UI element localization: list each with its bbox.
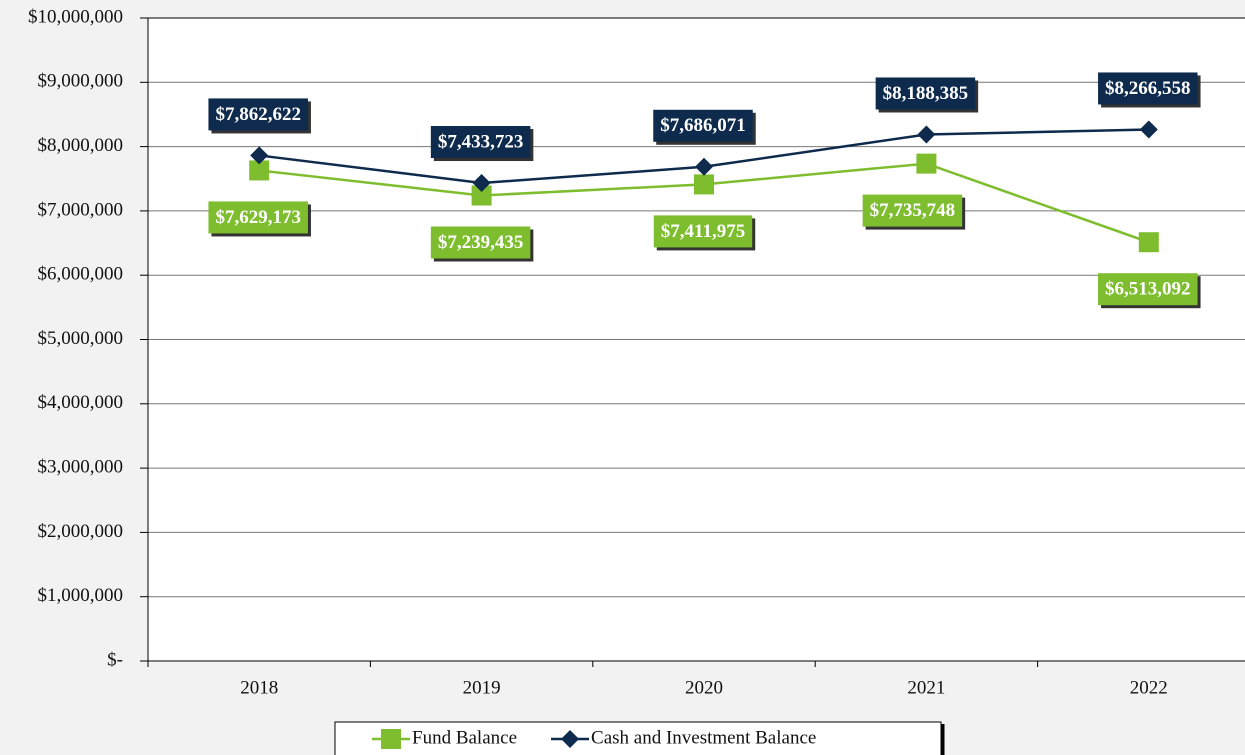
x-tick-label: 2018	[240, 677, 278, 698]
y-tick-label: $8,000,000	[38, 135, 124, 156]
legend-label: Cash and Investment Balance	[591, 727, 816, 748]
y-tick-label: $9,000,000	[38, 71, 124, 92]
value-label: $7,629,173	[215, 207, 301, 228]
label-box	[430, 126, 531, 159]
y-tick-label: $4,000,000	[38, 392, 124, 413]
label-box	[653, 109, 753, 142]
data-label: $7,239,435	[430, 226, 534, 262]
x-tick-label: 2022	[1130, 677, 1168, 698]
label-box	[208, 201, 308, 234]
label-box	[1098, 72, 1198, 105]
marker	[916, 153, 937, 174]
y-tick-label: $7,000,000	[38, 199, 124, 220]
x-tick-label: 2020	[685, 677, 723, 698]
label-box	[653, 215, 753, 248]
y-tick-label: $6,000,000	[38, 264, 124, 285]
value-label: $7,411,975	[661, 221, 745, 242]
data-label: $6,513,092	[1098, 273, 1201, 309]
data-label: $7,433,723	[430, 126, 534, 162]
legend-label: Fund Balance	[412, 727, 517, 748]
marker	[1139, 120, 1158, 139]
data-label: $8,266,558	[1098, 72, 1201, 108]
label-box	[430, 226, 531, 259]
value-label: $7,433,723	[438, 131, 524, 152]
x-tick-label: 2019	[463, 677, 501, 698]
data-label: $7,735,748	[862, 194, 966, 230]
legend-box	[334, 721, 942, 755]
marker	[249, 160, 270, 181]
marker	[472, 174, 491, 193]
marker	[471, 185, 492, 206]
label-box	[1098, 273, 1198, 306]
value-label: $8,266,558	[1105, 78, 1191, 99]
label-box	[875, 77, 976, 110]
y-tick-label: $1,000,000	[38, 585, 124, 606]
x-tick-label: 2021	[907, 677, 945, 698]
value-label: $7,862,622	[215, 104, 301, 125]
y-tick-label: $10,000,000	[28, 6, 123, 27]
marker	[695, 157, 713, 176]
marker	[917, 125, 936, 144]
y-tick-label: $3,000,000	[38, 456, 124, 477]
y-tick-label: $5,000,000	[38, 328, 124, 349]
value-label: $7,239,435	[438, 232, 524, 253]
marker	[694, 174, 714, 195]
value-label: $6,513,092	[1105, 279, 1191, 300]
data-label: $7,862,622	[208, 98, 311, 134]
value-label: $7,735,748	[870, 200, 956, 221]
label-box	[862, 194, 963, 227]
data-label: $7,411,975	[653, 215, 756, 251]
data-label: $7,629,173	[208, 201, 311, 237]
label-box	[208, 98, 308, 131]
data-label: $7,686,071	[653, 109, 756, 145]
marker	[561, 730, 580, 748]
y-tick-label: $2,000,000	[38, 521, 124, 542]
marker	[381, 729, 401, 749]
marker	[1138, 232, 1159, 253]
y-tick-label: $-	[107, 649, 123, 670]
marker	[250, 146, 269, 165]
value-label: $7,686,071	[660, 115, 746, 136]
legend: Fund Balance Cash and Investment Balance	[334, 721, 945, 755]
value-label: $8,188,385	[883, 83, 969, 104]
data-label: $8,188,385	[875, 77, 979, 113]
